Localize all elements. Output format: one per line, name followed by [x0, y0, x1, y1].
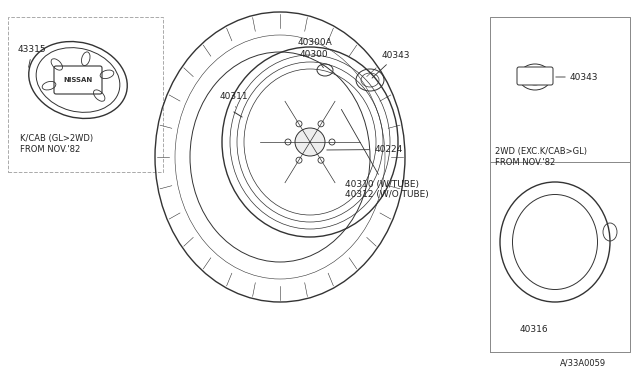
- Text: 40316: 40316: [520, 325, 548, 334]
- Text: 40343: 40343: [570, 73, 598, 82]
- Text: A/33A0059: A/33A0059: [560, 358, 606, 367]
- Circle shape: [318, 157, 324, 163]
- Bar: [8, 17, 163, 172]
- Ellipse shape: [295, 128, 325, 156]
- FancyBboxPatch shape: [517, 67, 553, 85]
- Text: 40311: 40311: [220, 92, 248, 107]
- Circle shape: [296, 157, 302, 163]
- Text: 2WD (EXC.K/CAB>GL)
FROM NOV.'82: 2WD (EXC.K/CAB>GL) FROM NOV.'82: [495, 147, 587, 167]
- Circle shape: [285, 139, 291, 145]
- Circle shape: [329, 139, 335, 145]
- Circle shape: [296, 121, 302, 127]
- Text: 40300: 40300: [300, 50, 328, 68]
- Text: NISSAN: NISSAN: [63, 77, 93, 83]
- Text: 43315: 43315: [18, 45, 47, 67]
- Text: 40300A: 40300A: [298, 38, 332, 47]
- Text: 40310 (W/TUBE)
40312 (W/O TUBE): 40310 (W/TUBE) 40312 (W/O TUBE): [341, 109, 429, 199]
- Text: K/CAB (GL>2WD)
FROM NOV.'82: K/CAB (GL>2WD) FROM NOV.'82: [20, 134, 93, 154]
- Text: 40224: 40224: [327, 145, 403, 154]
- Text: 40343: 40343: [372, 51, 410, 78]
- Circle shape: [318, 121, 324, 127]
- FancyBboxPatch shape: [54, 66, 102, 94]
